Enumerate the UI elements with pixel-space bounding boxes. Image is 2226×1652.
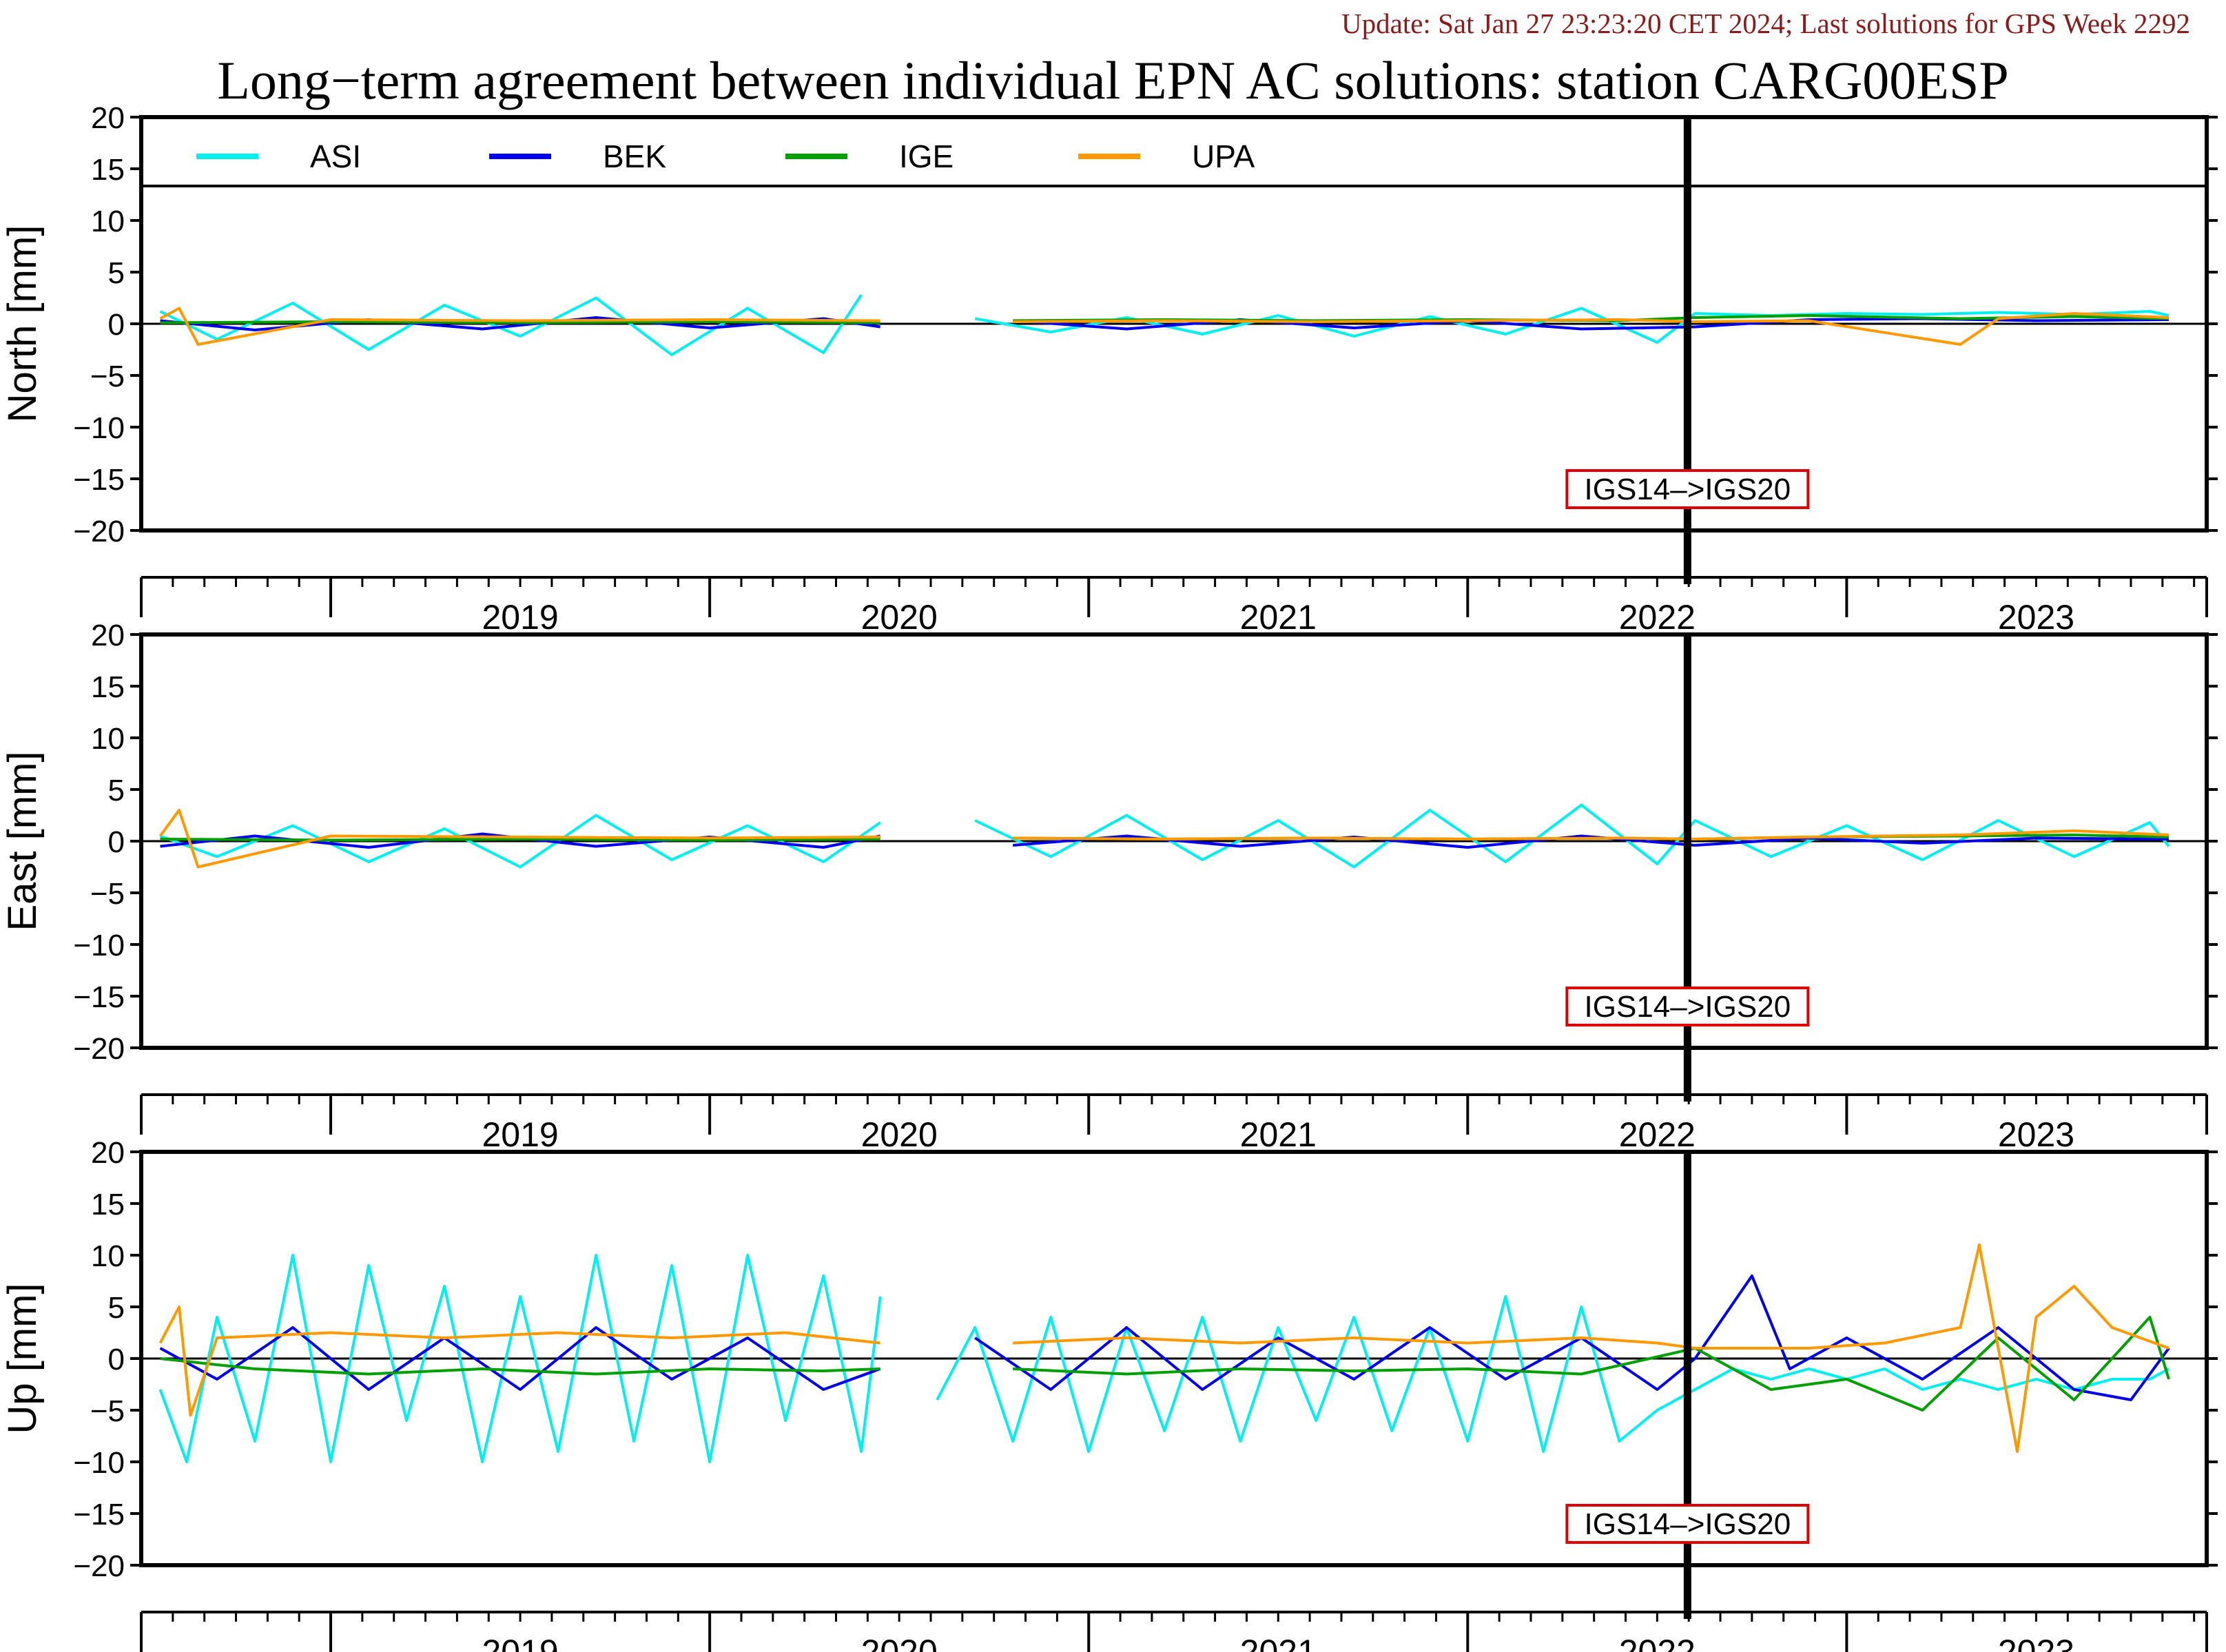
legend-label-ige: IGE (899, 138, 954, 174)
update-timestamp: Update: Sat Jan 27 23:23:20 CET 2024; La… (1341, 8, 2190, 39)
y-tick-label-up: −15 (73, 1498, 125, 1531)
y-tick-label-up: 15 (91, 1188, 125, 1221)
frame-change-label-east: IGS14–>IGS20 (1585, 990, 1791, 1024)
series-line-ige-up (160, 1316, 2170, 1412)
y-tick-label-east: 5 (108, 774, 125, 807)
year-label-up: 2020 (861, 1633, 938, 1652)
y-tick-label-north: −10 (73, 411, 125, 445)
y-tick-label-north: −20 (73, 515, 125, 548)
y-axis-label-east: East [mm] (0, 751, 45, 931)
series-line-asi-up (158, 1254, 2170, 1463)
year-label-north: 2023 (1998, 598, 2074, 637)
y-tick-label-up: 10 (91, 1239, 125, 1273)
frame-change-box-up (1565, 1504, 1810, 1544)
year-label-up: 2019 (482, 1633, 558, 1652)
frame-change-box-north (1565, 469, 1810, 509)
y-tick-label-east: −15 (73, 980, 125, 1014)
series-line-upa-east (158, 809, 2170, 869)
y-tick-label-north: 5 (108, 256, 125, 290)
y-tick-label-up: −10 (73, 1446, 125, 1480)
y-tick-label-north: −5 (90, 360, 125, 393)
y-tick-label-east: −10 (73, 929, 125, 962)
y-tick-label-east: −5 (90, 877, 125, 911)
legend-label-upa: UPA (1192, 138, 1255, 174)
y-tick-label-east: 10 (91, 722, 125, 756)
year-label-up: 2023 (1998, 1633, 2074, 1652)
y-tick-label-east: 15 (91, 670, 125, 704)
y-tick-label-up: −5 (90, 1394, 125, 1428)
year-label-east: 2022 (1619, 1115, 1696, 1154)
year-label-up: 2022 (1619, 1633, 1696, 1652)
y-tick-label-north: 0 (108, 308, 125, 342)
y-tick-label-east: 20 (91, 619, 125, 652)
year-label-east: 2023 (1998, 1115, 2074, 1154)
series-line-bek-up (159, 1274, 2170, 1401)
y-tick-label-up: 20 (91, 1136, 125, 1170)
y-tick-label-up: 0 (108, 1343, 125, 1376)
year-label-north: 2022 (1619, 598, 1696, 637)
y-tick-label-north: 10 (91, 205, 125, 238)
y-tick-label-north: 20 (91, 101, 125, 135)
legend-label-bek: BEK (603, 138, 666, 174)
year-label-north: 2021 (1240, 598, 1317, 637)
y-axis-label-north: North [mm] (0, 225, 45, 423)
y-tick-label-east: −20 (73, 1032, 125, 1066)
frame-change-label-up: IGS14–>IGS20 (1585, 1507, 1791, 1541)
frame-change-box-east (1565, 987, 1810, 1026)
legend-label-asi: ASI (310, 138, 361, 174)
year-label-north: 2020 (861, 598, 938, 637)
year-label-north: 2019 (482, 598, 558, 637)
y-tick-label-east: 0 (108, 825, 125, 859)
y-tick-label-up: −20 (73, 1549, 125, 1583)
frame-change-label-north: IGS14–>IGS20 (1585, 473, 1791, 506)
y-axis-label-up: Up [mm] (0, 1283, 45, 1434)
year-label-east: 2019 (482, 1115, 558, 1154)
year-label-up: 2021 (1240, 1633, 1317, 1652)
year-label-east: 2020 (861, 1115, 938, 1154)
year-label-east: 2021 (1240, 1115, 1317, 1154)
chart-title: Long−term agreement between individual E… (217, 50, 2009, 110)
series-line-upa-up (158, 1243, 2170, 1453)
y-tick-label-north: 15 (91, 153, 125, 187)
y-tick-label-up: 5 (108, 1291, 125, 1325)
series-line-upa-north (159, 307, 2170, 346)
y-tick-label-north: −15 (73, 463, 125, 497)
